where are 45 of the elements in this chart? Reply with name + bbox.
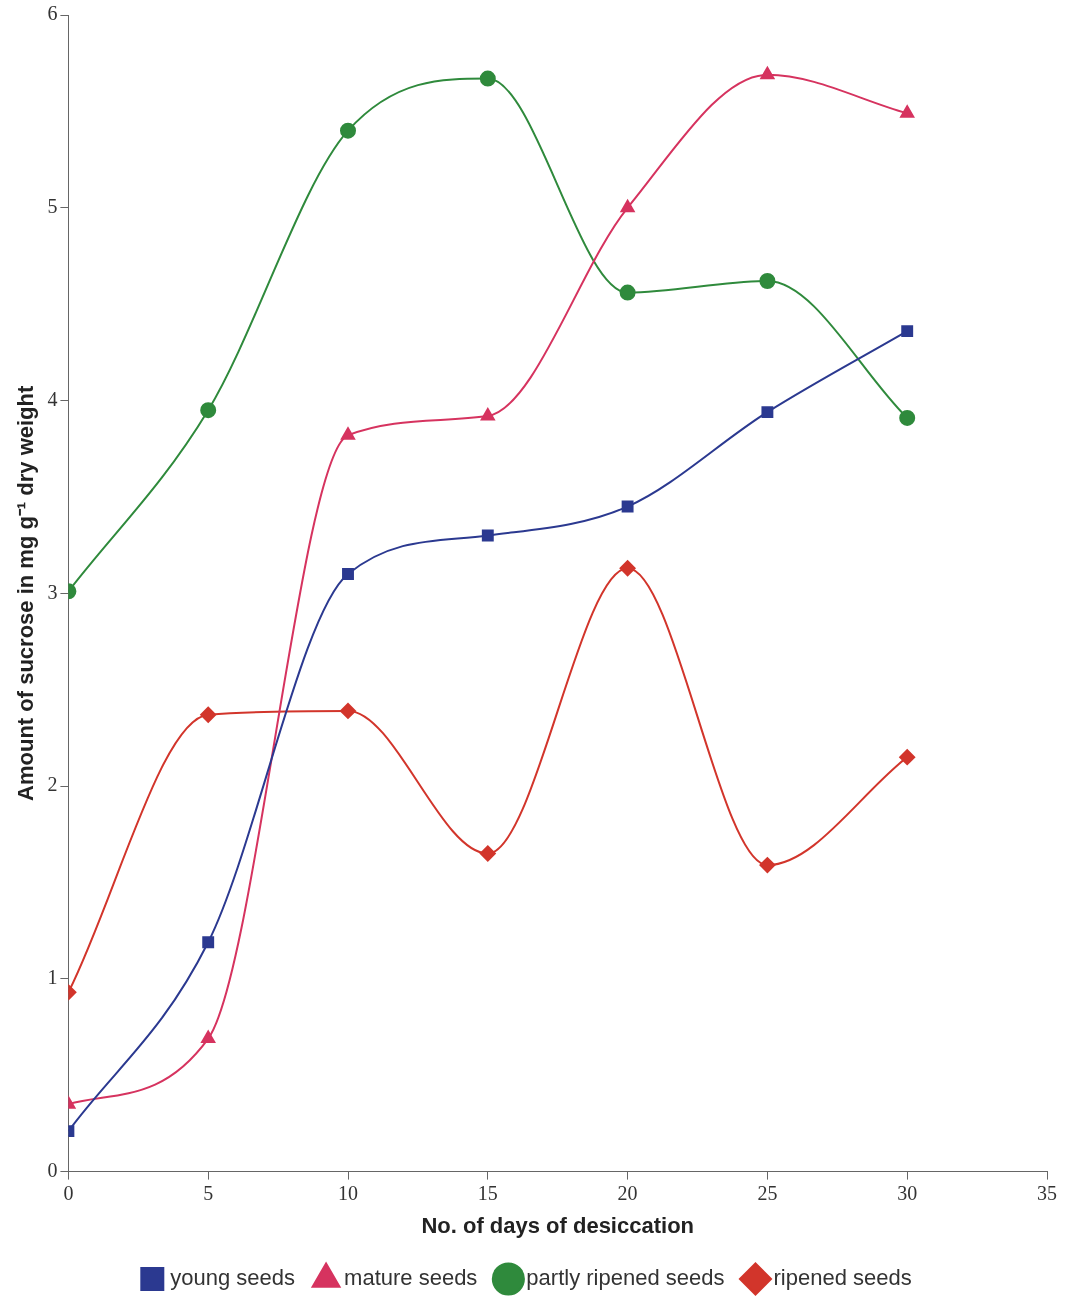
point bbox=[340, 427, 356, 440]
y-tick-label: 1 bbox=[47, 966, 58, 989]
x-tick-label: 25 bbox=[757, 1181, 778, 1204]
legend-label: partly ripened seeds bbox=[526, 1265, 725, 1291]
point bbox=[901, 325, 914, 338]
point bbox=[899, 409, 916, 426]
point bbox=[900, 105, 915, 118]
point bbox=[201, 1030, 216, 1044]
point bbox=[480, 407, 495, 421]
x-tick-label: 10 bbox=[338, 1181, 358, 1204]
point bbox=[619, 560, 636, 577]
point bbox=[899, 749, 916, 766]
point bbox=[200, 706, 217, 723]
x-tick-label: 20 bbox=[617, 1181, 638, 1204]
y-axis-title: Amount of sucrose in mg g⁻¹ dry weight bbox=[13, 385, 39, 801]
point bbox=[342, 568, 354, 580]
point bbox=[620, 199, 635, 213]
point bbox=[621, 500, 634, 513]
y-tick-label: 0 bbox=[47, 1158, 58, 1181]
x-tick-label: 35 bbox=[1037, 1181, 1057, 1204]
legend-label: young seeds bbox=[170, 1265, 296, 1291]
legend-label: ripened seeds bbox=[773, 1265, 912, 1291]
x-tick-label: 30 bbox=[897, 1181, 918, 1204]
point bbox=[481, 529, 494, 542]
point bbox=[759, 857, 776, 874]
y-tick-label: 5 bbox=[47, 195, 58, 218]
point bbox=[202, 936, 215, 949]
x-tick-label: 5 bbox=[203, 1181, 214, 1204]
x-axis-title: No. of days of desiccation bbox=[421, 1212, 694, 1238]
point bbox=[479, 845, 496, 862]
y-tick-label: 3 bbox=[47, 580, 58, 603]
legend-label: mature seeds bbox=[344, 1265, 478, 1291]
x-tick-label: 0 bbox=[63, 1181, 74, 1204]
point bbox=[479, 70, 496, 87]
y-tick-label: 2 bbox=[47, 773, 58, 796]
point bbox=[760, 66, 775, 80]
point bbox=[619, 284, 636, 301]
x-tick-label: 15 bbox=[477, 1181, 498, 1204]
y-tick-label: 4 bbox=[47, 387, 58, 410]
y-tick-label: 6 bbox=[47, 2, 58, 25]
point bbox=[200, 402, 217, 419]
point bbox=[761, 406, 774, 419]
point bbox=[340, 122, 356, 139]
point bbox=[340, 702, 356, 719]
point bbox=[759, 273, 776, 290]
